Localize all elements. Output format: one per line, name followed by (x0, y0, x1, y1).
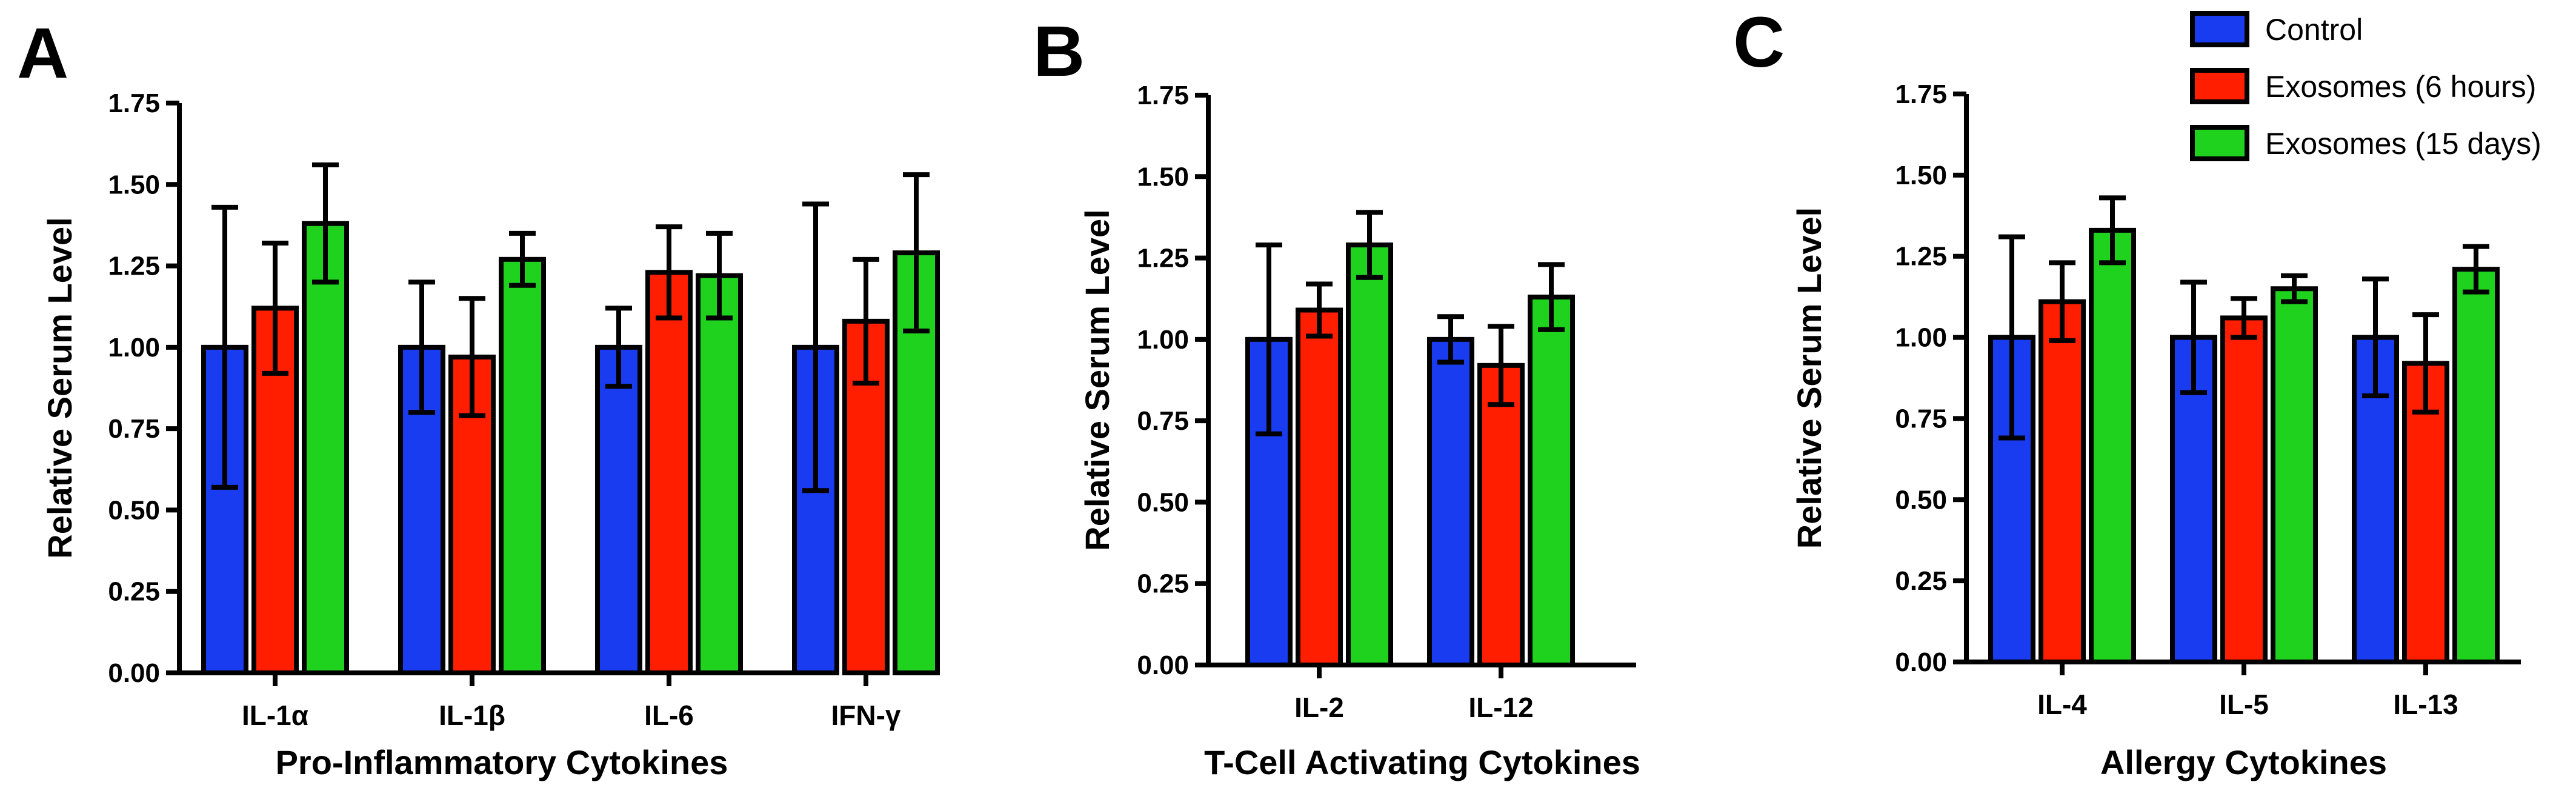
panel-c: C 0.00 0.25 0.50 0.75 1.00 1.25 1.50 1.75 IL-4 IL-… (1733, 2, 2521, 781)
y-tick-label: 1.00 (1895, 323, 1947, 353)
panel-a: A 0.00 0.25 0.50 0.75 1.00 1.25 1.50 1.75 IL-1α IL… (17, 13, 940, 781)
x-tick-label: IL-5 (2219, 689, 2269, 720)
bar-IL-1β-Exosomes (15 days) (499, 256, 546, 676)
y-tick-label: 1.25 (1895, 242, 1947, 272)
y-tick-label: 0.25 (108, 577, 160, 607)
bar-IL-5-Exosomes (6 hours) (2220, 315, 2268, 664)
y-tick-label: 1.75 (1137, 81, 1189, 110)
y-tick-label: 0.00 (1895, 647, 1947, 677)
panel-letter: B (1033, 12, 1085, 92)
y-tick-label: 0.50 (108, 495, 160, 525)
y-tick-label: 1.00 (108, 333, 160, 363)
bar-IL-4-Exosomes (6 hours) (2039, 299, 2086, 665)
legend-label: Exosomes (6 hours) (2265, 70, 2536, 104)
x-axis-title: Allergy Cytokines (2100, 743, 2387, 781)
bar-IL-2-Exosomes (15 days) (1346, 242, 1393, 668)
bar-IL-12-Control (1427, 336, 1474, 667)
y-axis-title: Relative Serum Level (1078, 209, 1116, 550)
bar-IL-6-Exosomes (6 hours) (645, 270, 693, 676)
x-tick-label: IFN-γ (831, 700, 901, 731)
y-tick-label: 0.75 (1895, 404, 1947, 433)
y-tick-label: 0.50 (1137, 487, 1189, 517)
y-tick-label: 0.75 (1137, 406, 1189, 436)
y-tick-label: 0.50 (1895, 485, 1947, 515)
bar-IL-12-Exosomes (6 hours) (1477, 363, 1525, 667)
legend-swatch (2190, 11, 2249, 47)
y-axis-title: Relative Serum Level (1790, 207, 1828, 549)
y-tick-label: 1.75 (108, 89, 160, 118)
x-tick-label: IL-1β (439, 700, 505, 731)
y-tick-label: 1.25 (108, 252, 160, 281)
y-tick-label: 0.25 (1895, 566, 1947, 596)
y-tick-label: 1.50 (1137, 162, 1189, 192)
y-tick-label: 0.00 (108, 658, 160, 688)
x-tick-label: IL-1α (242, 700, 308, 731)
bar-IL-6-Control (595, 344, 642, 675)
panel-letter: C (1733, 2, 1785, 82)
y-tick-label: 1.50 (108, 170, 160, 199)
legend: Control Exosomes (6 hours) Exosomes (15 da… (2190, 11, 2541, 161)
bar-IL-6-Exosomes (15 days) (696, 273, 743, 675)
panel-letter: A (17, 13, 68, 93)
x-tick-label: IL-13 (2393, 689, 2458, 720)
bar-IL-1α-Exosomes (15 days) (302, 221, 349, 675)
panel-b: B 0.00 0.25 0.50 0.75 1.00 1.25 1.50 1.75 IL-2 IL-… (1033, 12, 1640, 781)
legend-swatch (2190, 125, 2249, 161)
legend-swatch (2190, 68, 2249, 104)
bar-IL-13-Exosomes (15 days) (2452, 267, 2500, 665)
legend-label: Exosomes (15 days) (2265, 127, 2541, 161)
panels-group: A 0.00 0.25 0.50 0.75 1.00 1.25 1.50 1.75 IL-1α IL… (17, 2, 2521, 781)
x-tick-label: IL-4 (2037, 689, 2087, 720)
x-axis-title: T-Cell Activating Cytokines (1204, 743, 1640, 781)
x-axis-title: Pro-Inflammatory Cytokines (276, 743, 728, 781)
y-tick-label: 0.25 (1137, 569, 1189, 599)
y-axis-title: Relative Serum Level (41, 217, 79, 558)
y-tick-label: 1.25 (1137, 244, 1189, 273)
x-tick-label: IL-2 (1294, 692, 1344, 723)
y-tick-label: 0.00 (1137, 650, 1189, 680)
x-tick-label: IL-6 (644, 700, 694, 731)
bar-IL-4-Exosomes (15 days) (2089, 227, 2136, 664)
y-tick-label: 0.75 (108, 414, 160, 444)
bar-IL-2-Exosomes (6 hours) (1296, 307, 1343, 667)
y-tick-label: 1.50 (1895, 161, 1947, 190)
x-tick-label: IL-12 (1468, 692, 1533, 723)
legend-label: Control (2265, 13, 2363, 47)
y-tick-label: 1.75 (1895, 79, 1947, 109)
bar-IL-12-Exosomes (15 days) (1528, 295, 1575, 667)
bar-IL-5-Exosomes (15 days) (2271, 286, 2318, 664)
y-tick-label: 1.00 (1137, 325, 1189, 355)
